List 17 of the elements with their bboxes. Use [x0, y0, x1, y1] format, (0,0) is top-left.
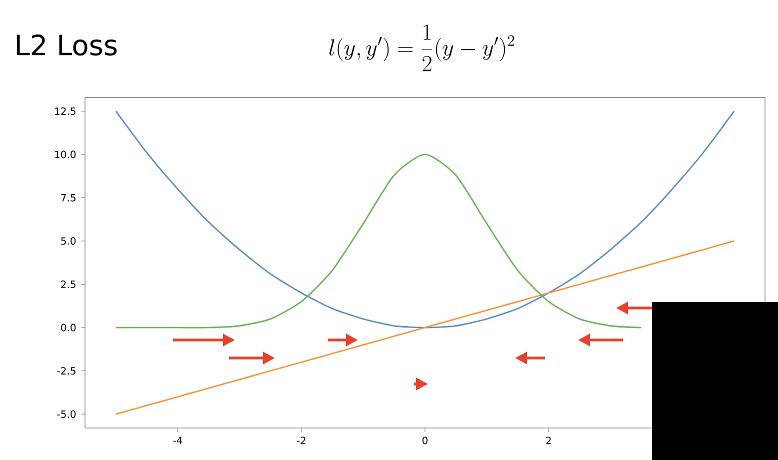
y-tick-label: 2.5	[61, 280, 76, 288]
chart-title: L2 Loss	[17, 34, 117, 56]
line-series	[115, 240, 735, 415]
y-tick-label: -5.0	[57, 410, 76, 418]
line-series	[115, 110, 735, 328]
chart-subtitle: $l(y, y') = \frac{1}{2}(y - y')^2$	[329, 24, 514, 72]
y-tick-label: 5.0	[61, 237, 76, 245]
y-tick-label: -2.5	[57, 367, 76, 375]
y-tick-label: 0.0	[61, 324, 76, 332]
line-series	[115, 154, 642, 328]
x-tick-label: -2	[296, 436, 306, 444]
x-tick-label: 2	[546, 436, 551, 444]
y-tick-label: 12.5	[55, 107, 76, 115]
y-tick-label: 7.5	[61, 194, 76, 202]
y-tick-label: 10.0	[55, 150, 76, 158]
x-tick-label: -4	[173, 436, 182, 444]
x-tick-label: 0	[422, 436, 428, 444]
